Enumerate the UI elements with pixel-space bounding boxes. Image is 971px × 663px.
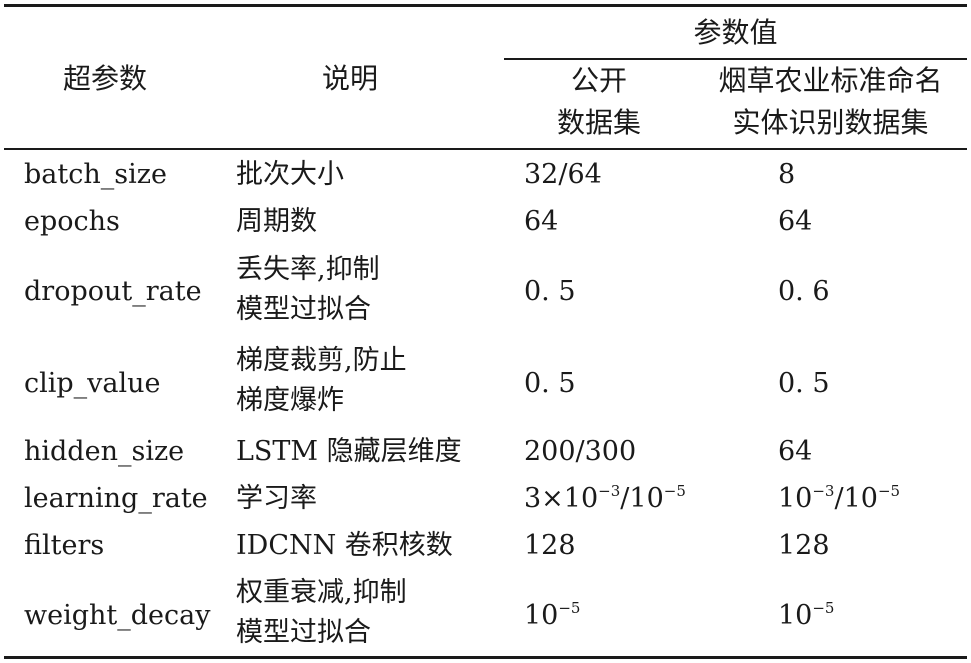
- value-text: 10: [524, 600, 559, 631]
- row-weight-decay-public: 10−5: [524, 596, 580, 639]
- row-learning-rate-tobacco: 10−3/10−5: [778, 479, 900, 522]
- row-learning-rate-desc: 学习率: [236, 483, 317, 514]
- row-dropout-rate-tobacco: 0. 6: [778, 276, 830, 307]
- header-rule: [4, 148, 967, 150]
- row-batch-size-tobacco: 8: [778, 159, 796, 190]
- desc-line: 梯度爆炸: [236, 385, 344, 416]
- header-param: 超参数: [62, 62, 147, 95]
- value-text: /10: [620, 483, 664, 514]
- exponent: −3: [598, 482, 621, 500]
- row-epochs-tobacco: 64: [778, 206, 813, 237]
- row-learning-rate-public: 3×10−3/10−5: [524, 479, 686, 522]
- row-dropout-rate-desc: 丢失率,抑制 模型过拟合: [236, 250, 380, 330]
- row-weight-decay-name: weight_decay: [24, 600, 211, 631]
- top-rule: [4, 4, 967, 7]
- row-filters-tobacco: 128: [778, 530, 830, 561]
- header-tobacco: 烟草农业标准命名 实体识别数据集: [694, 60, 967, 144]
- exponent: −5: [663, 482, 686, 500]
- row-hidden-size-desc: LSTM 隐藏层维度: [236, 436, 462, 467]
- row-hidden-size-tobacco: 64: [778, 436, 813, 467]
- header-desc: 说明: [321, 62, 378, 95]
- exponent: −5: [558, 599, 581, 617]
- desc-line: 模型过拟合: [236, 617, 371, 648]
- value-text: 3×10: [524, 483, 599, 514]
- row-epochs-desc: 周期数: [236, 206, 317, 237]
- group-rule: [504, 58, 967, 60]
- exponent: −3: [812, 482, 835, 500]
- desc-line: 丢失率,抑制: [236, 254, 380, 285]
- row-learning-rate-name: learning_rate: [24, 483, 208, 514]
- desc-line: 权重衰减,抑制: [236, 577, 407, 608]
- value-text: /10: [834, 483, 878, 514]
- row-weight-decay-tobacco: 10−5: [778, 596, 834, 639]
- value-text: 10: [778, 600, 813, 631]
- exponent: −5: [812, 599, 835, 617]
- row-epochs-name: epochs: [24, 206, 120, 237]
- desc-line: 梯度裁剪,防止: [236, 345, 407, 376]
- row-epochs-public: 64: [524, 206, 559, 237]
- row-clip-value-desc: 梯度裁剪,防止 梯度爆炸: [236, 341, 407, 421]
- header-value: 参数值: [693, 16, 778, 49]
- header-public-line1: 公开: [570, 64, 627, 97]
- row-batch-size-desc: 批次大小: [236, 159, 344, 190]
- header-public: 公开 数据集: [504, 60, 694, 144]
- exponent: −5: [877, 482, 901, 500]
- row-batch-size-public: 32/64: [524, 159, 602, 190]
- row-batch-size-name: batch_size: [24, 159, 167, 190]
- row-hidden-size-public: 200/300: [524, 436, 637, 467]
- row-dropout-rate-public: 0. 5: [524, 276, 576, 307]
- row-dropout-rate-name: dropout_rate: [24, 276, 202, 307]
- header-public-line2: 数据集: [556, 106, 641, 139]
- header-tobacco-line1: 烟草农业标准命名: [718, 64, 943, 97]
- row-clip-value-tobacco: 0. 5: [778, 368, 830, 399]
- bottom-rule: [4, 656, 967, 659]
- row-hidden-size-name: hidden_size: [24, 436, 185, 467]
- header-tobacco-line2: 实体识别数据集: [732, 106, 929, 139]
- row-filters-public: 128: [524, 530, 576, 561]
- value-text: 10: [778, 483, 813, 514]
- row-weight-decay-desc: 权重衰减,抑制 模型过拟合: [236, 573, 407, 653]
- row-clip-value-name: clip_value: [24, 368, 161, 399]
- row-clip-value-public: 0. 5: [524, 368, 576, 399]
- desc-line: 模型过拟合: [236, 294, 371, 325]
- row-filters-desc: IDCNN 卷积核数: [236, 530, 453, 561]
- row-filters-name: filters: [24, 530, 105, 561]
